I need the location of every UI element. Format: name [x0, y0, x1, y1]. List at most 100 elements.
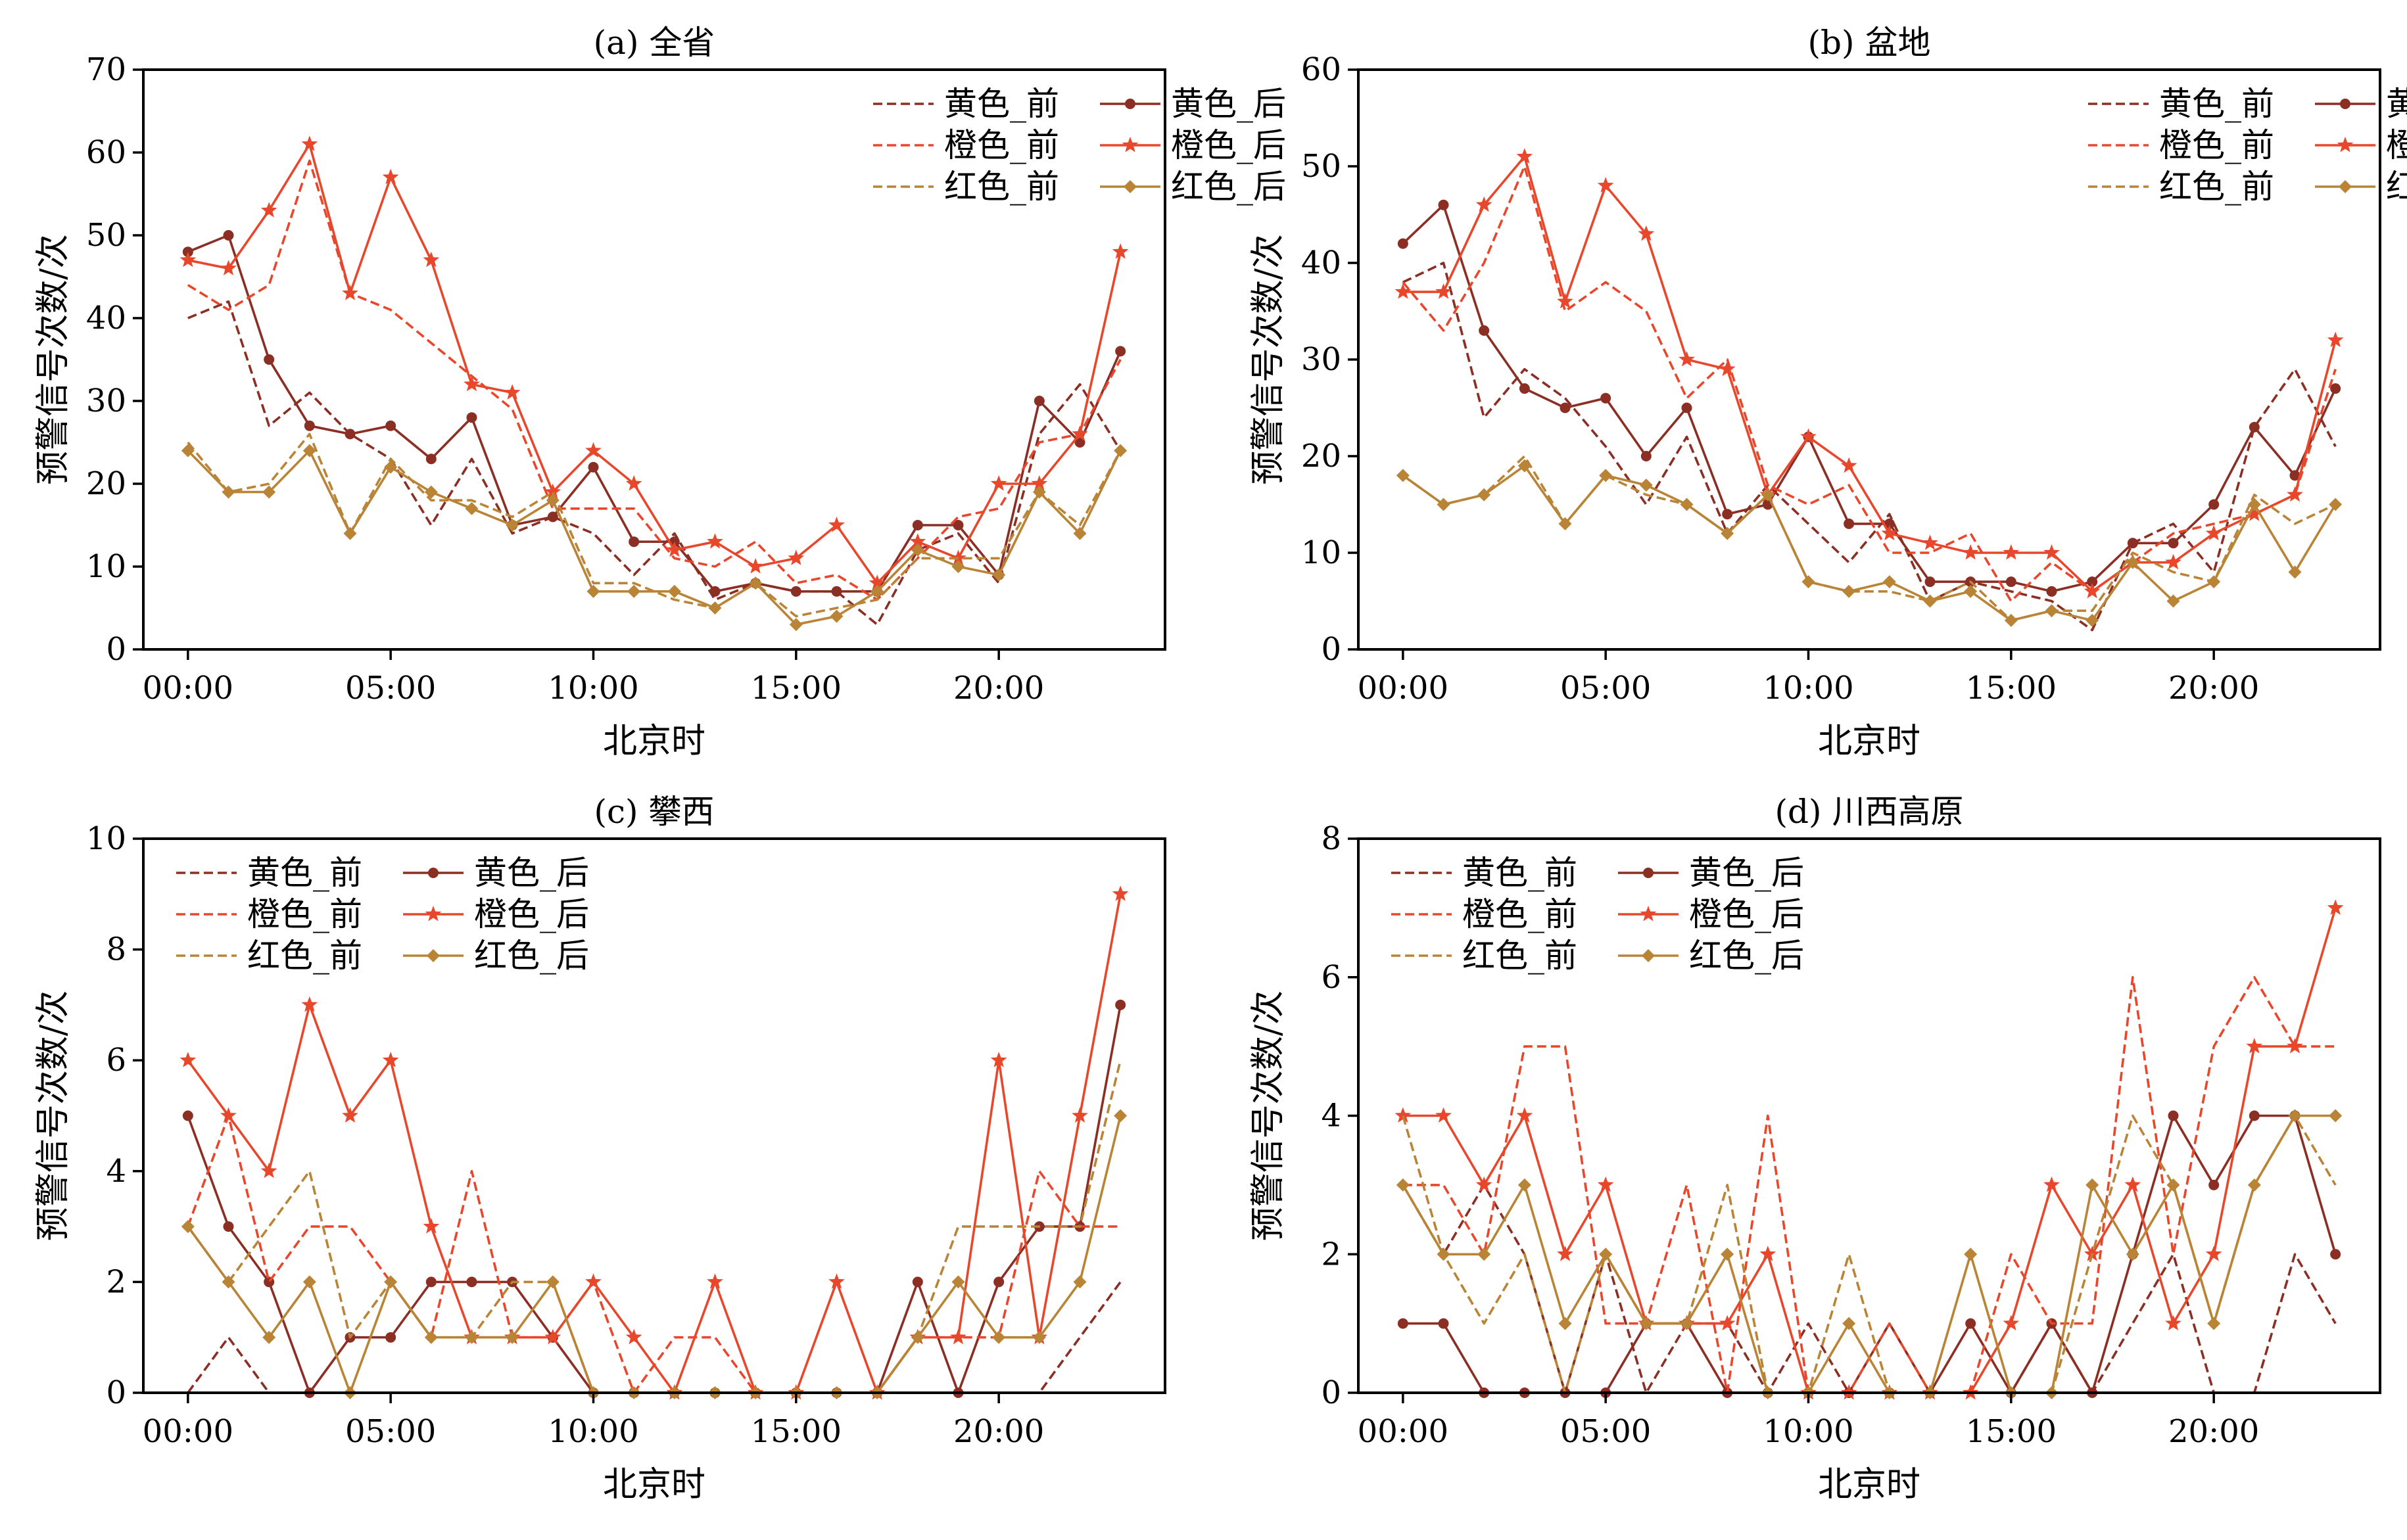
- data-point: [1114, 1109, 1128, 1123]
- data-point: [2289, 470, 2300, 481]
- y-tick-label: 2: [1321, 1236, 1341, 1272]
- data-point: [506, 1330, 519, 1344]
- data-point: [2207, 1317, 2221, 1330]
- series-line-1: [1402, 262, 2337, 632]
- legend-label: 红色_前: [247, 937, 362, 975]
- legend-marker: [428, 868, 439, 878]
- legend-marker: [2339, 180, 2352, 193]
- y-tick-label: 70: [86, 51, 126, 88]
- data-point: [666, 541, 683, 557]
- data-point: [1597, 1176, 1614, 1192]
- y-tick-label: 6: [1321, 959, 1341, 996]
- data-point: [2207, 575, 2221, 589]
- data-point: [1719, 1315, 1736, 1331]
- series-line-6: [1402, 1114, 2336, 1394]
- data-point: [2003, 544, 2020, 560]
- data-point: [301, 135, 318, 151]
- data-point: [304, 420, 315, 431]
- data-point: [1032, 1330, 1046, 1344]
- data-point: [2166, 594, 2180, 608]
- data-point: [1964, 1248, 1978, 1261]
- data-point: [1922, 534, 1938, 550]
- data-point: [301, 996, 318, 1012]
- data-point: [951, 560, 965, 573]
- data-point: [911, 1330, 924, 1344]
- legend-label: 橙色_前: [2159, 126, 2274, 164]
- legend: 黄色_前 黄色_后橙色_前 橙色_后红色_前 红色_后: [2088, 85, 2407, 206]
- data-point: [993, 1276, 1005, 1288]
- legend-label: 橙色_后: [1171, 126, 1286, 164]
- x-tick-label: 05:00: [345, 670, 436, 707]
- data-point: [464, 375, 480, 392]
- data-point: [1112, 885, 1129, 901]
- series-line-3: [1402, 165, 2337, 603]
- data-point: [1557, 292, 1573, 309]
- data-point: [1394, 1107, 1412, 1123]
- y-tick-label: 0: [1321, 631, 1341, 668]
- data-point: [2205, 525, 2222, 541]
- legend-label: 橙色_后: [1689, 895, 1804, 933]
- data-point: [1435, 1107, 1452, 1123]
- x-tick-label: 20:00: [953, 1413, 1044, 1450]
- data-point: [707, 1273, 723, 1289]
- data-point: [1517, 459, 1531, 473]
- y-tick-label: 8: [106, 931, 126, 968]
- legend-label: 橙色_后: [474, 895, 589, 933]
- data-point: [1721, 526, 1734, 540]
- data-point: [625, 1328, 642, 1345]
- legend-label: 黄色_后: [474, 854, 589, 892]
- data-point: [911, 543, 924, 557]
- data-point: [1639, 478, 1653, 492]
- x-tick-label: 15:00: [751, 1413, 842, 1450]
- data-point: [1844, 518, 1855, 529]
- data-point: [220, 1107, 237, 1123]
- y-tick-label: 50: [86, 217, 126, 254]
- data-point: [181, 1220, 195, 1234]
- plot-frame: [142, 68, 1166, 651]
- data-point: [1435, 283, 1452, 299]
- x-tick-label: 20:00: [2168, 670, 2259, 707]
- data-point: [2246, 505, 2263, 521]
- data-point: [1437, 498, 1450, 511]
- legend-label: 橙色_前: [1462, 895, 1577, 933]
- data-point: [1680, 498, 1694, 511]
- data-point: [1396, 1178, 1410, 1192]
- x-axis-label: 北京时: [603, 722, 705, 761]
- y-tick-label: 40: [86, 300, 126, 337]
- x-axis-label: 北京时: [1818, 722, 1920, 761]
- data-point: [1599, 1248, 1613, 1261]
- data-point: [2165, 1315, 2181, 1331]
- legend-label: 红色_后: [474, 937, 589, 975]
- data-point: [423, 251, 440, 268]
- data-point: [1073, 1275, 1087, 1289]
- data-point: [1394, 283, 1412, 299]
- y-tick-label: 6: [106, 1042, 126, 1079]
- x-tick-label: 15:00: [1966, 670, 2057, 707]
- data-point: [1882, 575, 1896, 589]
- data-point: [1397, 238, 1408, 249]
- data-point: [182, 1110, 193, 1121]
- data-point: [1073, 526, 1087, 540]
- data-point: [1801, 575, 1815, 589]
- data-point: [222, 1275, 235, 1289]
- data-point: [2168, 1110, 2179, 1121]
- x-tick-label: 20:00: [2168, 1413, 2259, 1450]
- legend-label: 红色_后: [1689, 937, 1804, 975]
- legend-label: 黄色_前: [247, 854, 362, 892]
- data-point: [223, 230, 234, 241]
- data-point: [223, 1221, 234, 1232]
- data-point: [1759, 1246, 1776, 1261]
- data-point: [1842, 1317, 1856, 1330]
- x-tick-label: 15:00: [751, 670, 842, 707]
- data-point: [788, 549, 805, 565]
- data-point: [950, 1328, 966, 1345]
- data-point: [2005, 576, 2016, 588]
- data-point: [2126, 1248, 2139, 1261]
- x-tick-label: 05:00: [345, 1413, 436, 1450]
- data-point: [423, 1218, 440, 1234]
- series-line-1: [187, 300, 1122, 626]
- data-point: [1072, 425, 1088, 441]
- data-point: [1962, 544, 1979, 560]
- legend-label: 红色_后: [2386, 168, 2407, 206]
